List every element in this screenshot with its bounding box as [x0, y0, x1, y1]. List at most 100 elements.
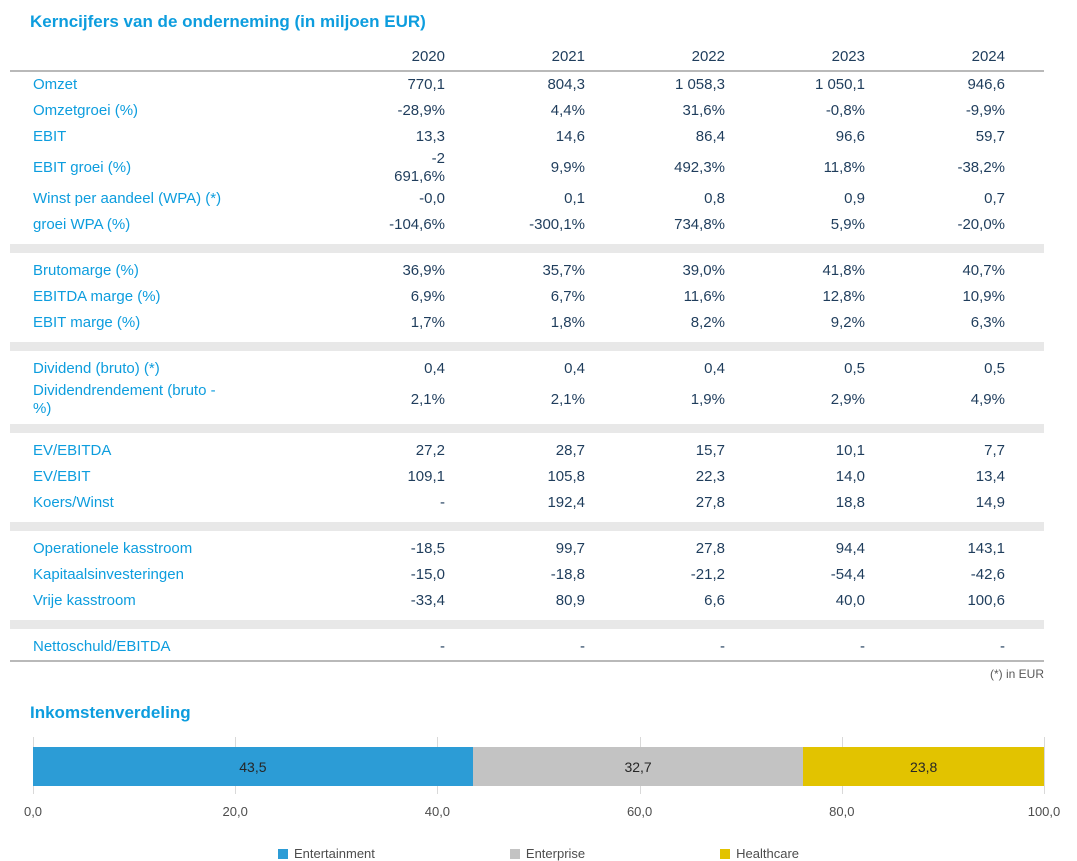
row-value: 14,6 [555, 128, 585, 145]
row-value: 59,7 [975, 128, 1005, 145]
table-row: EV/EBIT 109,1 105,8 22,3 14,0 13,4 [10, 464, 1044, 490]
table-row: Operationele kasstroom -18,5 99,7 27,8 94,4 1… [10, 536, 1044, 562]
group-separator [10, 614, 1044, 634]
row-value: 105,8 [547, 468, 585, 485]
row-value: - [720, 638, 725, 655]
row-value: 22,3 [695, 468, 725, 485]
row-value: 804,3 [547, 76, 585, 93]
axis-tick-label: 40,0 [424, 804, 451, 819]
x-axis: 0,0 20,0 40,0 60,0 80,0 100,0 [24, 804, 1060, 822]
year-header-2023: 2023 [831, 48, 865, 65]
row-value: 10,9% [962, 288, 1005, 305]
bar-segment-value: 43,5 [239, 758, 267, 775]
table-row: EV/EBITDA 27,2 28,7 15,7 10,1 7,7 [10, 438, 1044, 464]
group-separator-band [10, 243, 1044, 253]
row-label: Dividend (bruto) (*) [33, 360, 160, 377]
row-value: 0,9 [844, 190, 865, 207]
row-value: 734,8% [674, 216, 725, 233]
row-value: - [860, 638, 865, 655]
income-distribution-section: Inkomstenverdeling 43,5 32,7 23,8 0,0 20,0 4… [0, 703, 1077, 861]
row-value: 2,1% [550, 391, 585, 408]
row-value: 109,1 [407, 468, 445, 485]
legend-swatch [277, 848, 288, 859]
row-value: 11,8% [823, 159, 865, 176]
row-value: 13,4 [975, 468, 1005, 485]
table-row: EBIT marge (%) 1,7% 1,8% 8,2% 9,2% 6,3% [10, 310, 1044, 336]
table-row: Omzetgroei (%) -28,9% 4,4% 31,6% -0,8% -9,9% [10, 98, 1044, 124]
table-header-row: 2020 2021 2022 2023 2024 [10, 46, 1044, 70]
legend-item-entertainment: Entertainment [277, 846, 375, 861]
row-value: -300,1% [529, 216, 585, 233]
axis-tick-label: 0,0 [23, 804, 43, 819]
table-row: Dividend (bruto) (*) 0,4 0,4 0,4 0,5 0,5 [10, 356, 1044, 382]
table-row: EBIT 13,3 14,6 86,4 96,6 59,7 [10, 124, 1044, 150]
group-separator-band [10, 521, 1044, 531]
row-value: 27,2 [415, 442, 445, 459]
year-header-2022: 2022 [691, 48, 725, 65]
table-body: Omzet 770,1 804,3 1 058,3 1 050,1 946,6 Omzetg… [10, 72, 1044, 660]
row-value: -21,2 [690, 566, 725, 583]
bar-segment-value: 32,7 [624, 758, 652, 775]
row-value: 1,7% [410, 314, 445, 331]
row-value: 94,4 [835, 540, 865, 557]
legend-label: Enterprise [525, 846, 586, 861]
row-value: 2,1% [410, 391, 445, 408]
income-distribution-chart: 43,5 32,7 23,8 0,0 20,0 40,0 60,0 80,0 100,0 En… [24, 737, 1060, 861]
row-label: Winst per aandeel (WPA) (*) [33, 190, 222, 207]
row-value: 492,3% [674, 159, 725, 176]
row-value: -15,0 [410, 566, 445, 583]
axis-tick [1044, 737, 1045, 794]
group-separator-band [10, 341, 1044, 351]
bar-segment-healthcare: 23,8 [803, 747, 1044, 786]
row-label: EBIT marge (%) [33, 314, 141, 331]
row-value: -38,2% [957, 159, 1005, 176]
row-value: - [1000, 638, 1005, 655]
row-value: 11,6% [683, 288, 725, 305]
row-value: -20,0% [957, 216, 1005, 233]
row-label: EBIT groei (%) [33, 159, 132, 176]
row-value: 80,9 [555, 592, 585, 609]
row-value: 9,9% [550, 159, 585, 176]
row-label: EV/EBITDA [33, 442, 112, 459]
row-value: -42,6 [970, 566, 1005, 583]
row-value: -104,6% [389, 216, 445, 233]
row-value: 4,9% [970, 391, 1005, 408]
row-value: 0,5 [984, 360, 1005, 377]
row-value: 0,4 [704, 360, 725, 377]
axis-tick-label: 20,0 [222, 804, 248, 819]
chart-title: Inkomstenverdeling [30, 703, 191, 722]
key-figures-table: 2020 2021 2022 2023 2024 Omzet 770,1 804,3… [10, 46, 1044, 681]
row-label: Nettoschuld/EBITDA [33, 638, 171, 655]
table-row: Kapitaalsinvesteringen -15,0 -18,8 -21,2 -54… [10, 562, 1044, 588]
row-label: Operationele kasstroom [33, 540, 193, 557]
row-value: 0,4 [424, 360, 445, 377]
row-label: groei WPA (%) [33, 216, 131, 233]
row-value: 143,1 [967, 540, 1005, 557]
row-value: -0,8% [825, 102, 865, 119]
table-row: Vrije kasstroom -33,4 80,9 6,6 40,0 100,6 [10, 588, 1044, 614]
group-separator [10, 238, 1044, 258]
row-value: 1 050,1 [814, 76, 865, 93]
row-value: 28,7 [555, 442, 585, 459]
row-label: Dividendrendement (bruto - %) [33, 382, 216, 417]
row-value: 4,4% [550, 102, 585, 119]
row-value: 1 058,3 [674, 76, 725, 93]
row-value: 5,9% [830, 216, 865, 233]
row-label: Brutomarge (%) [33, 262, 139, 279]
row-value: 14,9 [975, 494, 1005, 511]
row-label: EV/EBIT [33, 468, 91, 485]
row-value: 27,8 [695, 540, 725, 557]
row-value: 41,8% [822, 262, 865, 279]
row-value: 0,5 [844, 360, 865, 377]
legend-item-enterprise: Enterprise [509, 846, 586, 861]
row-value: 15,7 [695, 442, 725, 459]
row-label: Koers/Winst [33, 494, 114, 511]
row-value: 35,7% [542, 262, 585, 279]
bar-segment-enterprise: 32,7 [472, 747, 804, 786]
legend-label: Healthcare [736, 846, 800, 861]
row-value: 14,0 [835, 468, 865, 485]
row-value: 770,1 [407, 76, 445, 93]
row-value: 12,8% [822, 288, 865, 305]
key-figures-section: Kerncijfers van de onderneming (in miljo… [0, 12, 1077, 681]
row-label: EBITDA marge (%) [33, 288, 161, 305]
